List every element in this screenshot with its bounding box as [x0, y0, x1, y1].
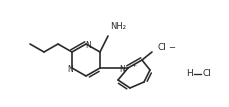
Text: H: H	[185, 70, 192, 79]
Text: Cl: Cl	[202, 70, 211, 79]
Text: NH₂: NH₂	[109, 22, 125, 31]
Text: N: N	[119, 65, 124, 74]
Text: Cl: Cl	[157, 42, 166, 51]
Text: −: −	[167, 43, 174, 52]
Text: N: N	[85, 41, 90, 50]
Text: +: +	[131, 63, 136, 68]
Text: N: N	[67, 65, 73, 74]
